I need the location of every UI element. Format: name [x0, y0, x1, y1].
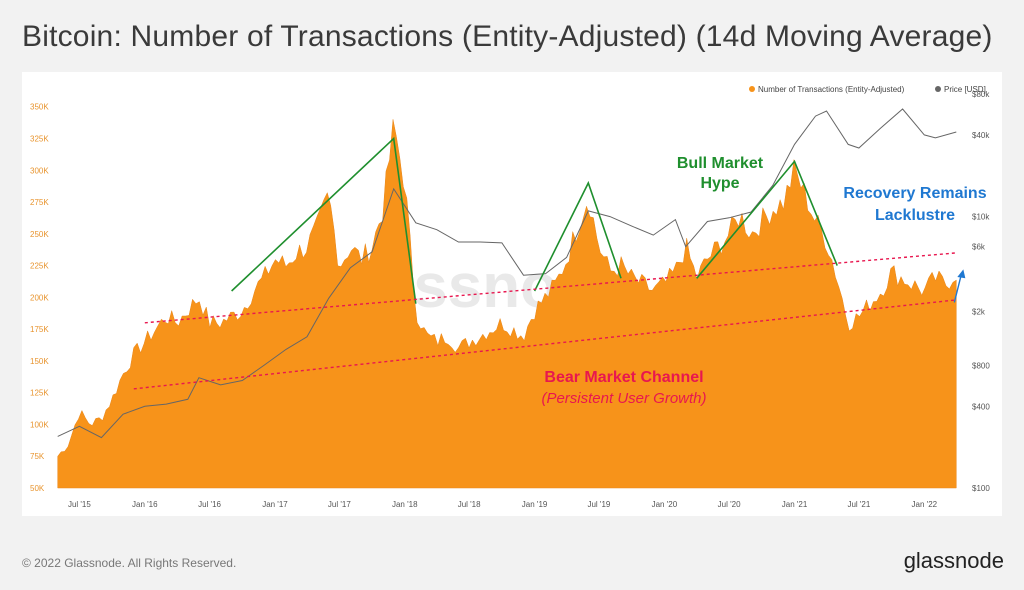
- legend-swatch-price: [935, 86, 941, 92]
- y-tick-label-right: $400: [972, 402, 990, 411]
- y-tick-label-right: $40k: [972, 131, 990, 140]
- bull-trend-line: [533, 180, 622, 292]
- bull-trend-line: [696, 159, 838, 279]
- recovery-arrow: [953, 274, 963, 303]
- legend: Number of Transactions (Entity-Adjusted)…: [749, 85, 986, 94]
- y-tick-label-right: $6k: [972, 243, 986, 252]
- y-tick-label-left: 125K: [30, 389, 49, 398]
- annotation-recovery: Recovery Remains Lacklustre: [843, 185, 986, 224]
- x-tick-label: Jul '20: [718, 500, 741, 509]
- x-tick-label: Jul '21: [847, 500, 870, 509]
- legend-swatch-transactions: [749, 86, 755, 92]
- series-price-line: [57, 108, 957, 439]
- chart: glassnode 50K75K100K125K150K175K200K225K…: [30, 85, 990, 509]
- annotation-bear-title: Bear Market Channel: [544, 369, 703, 386]
- y-tick-label-left: 150K: [30, 357, 49, 366]
- x-tick-label: Jan '21: [782, 500, 808, 509]
- y-tick-label-left: 200K: [30, 293, 49, 302]
- x-tick-label: Jan '19: [522, 500, 548, 509]
- bear-channel-line: [144, 252, 957, 324]
- x-tick-label: Jan '20: [652, 500, 678, 509]
- y-tick-label-left: 325K: [30, 134, 49, 143]
- y-tick-label-left: 250K: [30, 230, 49, 239]
- y-axis-right: $100 $400 $800 $2k $6k $10k $40k $80k: [972, 90, 990, 493]
- x-tick-label: Jul '16: [198, 500, 221, 509]
- y-tick-label-left: 100K: [30, 420, 49, 429]
- legend-label-price: Price [USD]: [944, 85, 986, 94]
- y-tick-label-left: 275K: [30, 198, 49, 207]
- x-axis: Jul '15 Jan '16 Jul '16 Jan '17 Jul '17 Jan '…: [68, 500, 938, 509]
- y-tick-label-left: 225K: [30, 262, 49, 271]
- y-tick-label-right: $100: [972, 484, 990, 493]
- x-tick-label: Jul '18: [458, 500, 481, 509]
- series-transactions-area: [57, 119, 957, 489]
- x-tick-label: Jan '17: [262, 500, 288, 509]
- y-tick-label-right: $10k: [972, 213, 990, 222]
- legend-label-transactions: Number of Transactions (Entity-Adjusted): [758, 85, 905, 94]
- y-tick-label-left: 75K: [30, 452, 45, 461]
- x-tick-label: Jan '22: [912, 500, 938, 509]
- y-tick-label-right: $80k: [972, 90, 990, 99]
- x-tick-label: Jul '17: [328, 500, 351, 509]
- x-tick-label: Jul '19: [587, 500, 610, 509]
- recovery-arrow-head: [957, 269, 966, 279]
- x-tick-label: Jan '16: [132, 500, 158, 509]
- x-tick-label: Jan '18: [392, 500, 418, 509]
- annotation-bull: Bull Market Hype: [677, 155, 764, 192]
- y-tick-label-left: 175K: [30, 325, 49, 334]
- y-tick-label-left: 300K: [30, 166, 49, 175]
- bull-trend-line: [231, 136, 417, 304]
- y-tick-label-left: 50K: [30, 484, 45, 493]
- copyright: © 2022 Glassnode. All Rights Reserved.: [22, 556, 237, 570]
- chart-title: Bitcoin: Number of Transactions (Entity-…: [22, 20, 993, 53]
- x-tick-label: Jul '15: [68, 500, 91, 509]
- y-tick-label-left: 350K: [30, 103, 49, 112]
- chart-panel: glassnode 50K 75K 100K 125K 150K 175K 200K 225K…: [22, 72, 1002, 516]
- y-tick-label-right: $800: [972, 361, 990, 370]
- brand-logo: glassnode: [903, 548, 1004, 573]
- annotation-bear-subtitle: (Persistent User Growth): [541, 390, 706, 407]
- y-axis-left: 50K 75K 100K 125K 150K 175K 200K 225K 250K 275K 30…: [30, 103, 49, 493]
- y-tick-label-right: $2k: [972, 307, 986, 316]
